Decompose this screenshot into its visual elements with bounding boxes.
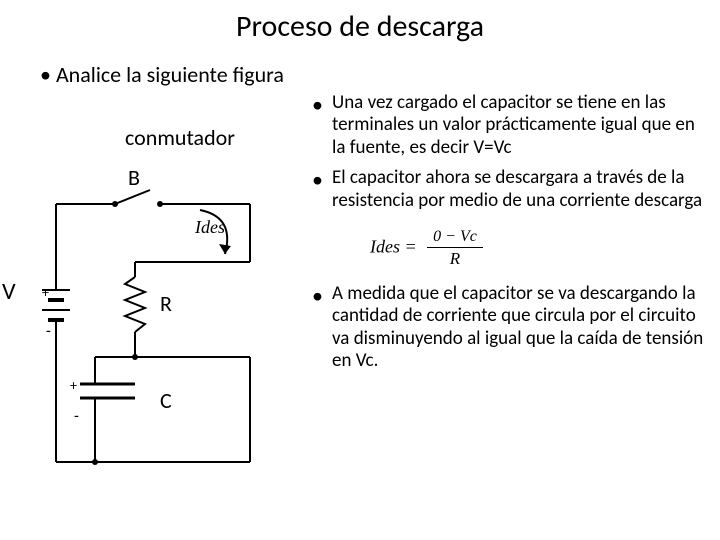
formula-lhs: Ides = [370, 237, 417, 257]
conmutador-label: conmutador [0, 92, 310, 151]
label-v: V [2, 277, 16, 306]
bullet-2: El capacitor ahora se descargara a travé… [310, 167, 712, 212]
right-column: Una vez cargado el capacitor se tiene en… [310, 92, 720, 381]
battery-plus: + [42, 284, 49, 301]
formula-num: 0 − Vc [427, 228, 483, 248]
bullet-list-bottom: A medida que el capacitor se va descarga… [310, 283, 712, 373]
formula-ides: Ides = 0 − Vc R [370, 228, 483, 269]
label-c: C [160, 387, 172, 414]
bullet-3: A medida que el capacitor se va descarga… [310, 283, 712, 373]
bullet-list-top: Una vez cargado el capacitor se tiene en… [310, 92, 712, 212]
slide-title: Proceso de descarga [0, 0, 720, 51]
content-row: conmutador [0, 88, 720, 381]
battery-minus: - [46, 322, 51, 341]
left-column: conmutador [0, 92, 310, 381]
subtitle-text: Analice la siguiente figura [56, 61, 284, 88]
label-r: R [160, 290, 172, 317]
bullet-1: Una vez cargado el capacitor se tiene en… [310, 92, 712, 159]
circuit-diagram: B V R C Ides + - + - [0, 162, 310, 492]
subtitle: • Analice la siguiente figura [0, 51, 720, 88]
cap-plus: + [70, 377, 77, 394]
label-b: B [128, 164, 140, 191]
formula-den: R [427, 248, 483, 269]
formula-frac: 0 − Vc R [427, 228, 483, 269]
label-ides: Ides [195, 217, 225, 238]
cap-minus: - [74, 407, 79, 426]
